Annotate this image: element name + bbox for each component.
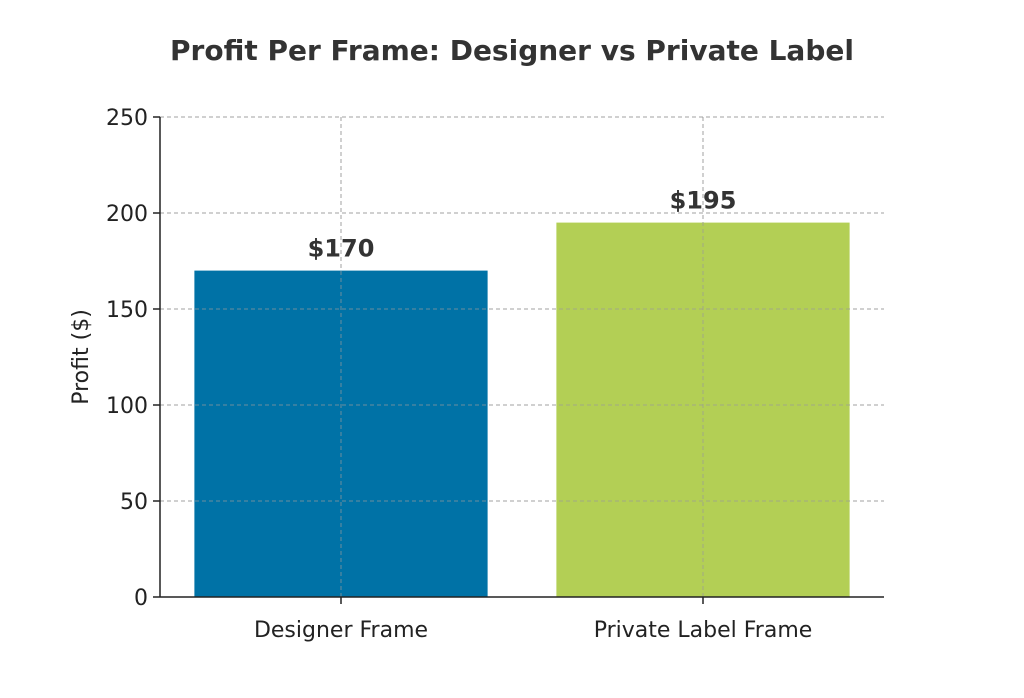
- data-label: $195: [670, 187, 737, 215]
- chart-title: Profit Per Frame: Designer vs Private La…: [170, 34, 854, 67]
- y-tick-label: 100: [106, 394, 148, 419]
- x-tick-label: Private Label Frame: [594, 618, 813, 643]
- y-tick-label: 50: [120, 490, 148, 515]
- y-tick-label: 250: [106, 106, 148, 131]
- bars: [160, 116, 884, 597]
- x-tick-label: Designer Frame: [254, 618, 428, 643]
- y-tick-label: 150: [106, 298, 148, 323]
- data-label: $170: [308, 235, 375, 263]
- labels: 0 50 100 150 200 250 Designer Frame Private Lab…: [69, 106, 812, 643]
- y-axis-label: Profit ($): [69, 309, 94, 405]
- y-tick-label: 200: [106, 202, 148, 227]
- y-tick-label: 0: [134, 586, 148, 611]
- axes: [153, 116, 884, 604]
